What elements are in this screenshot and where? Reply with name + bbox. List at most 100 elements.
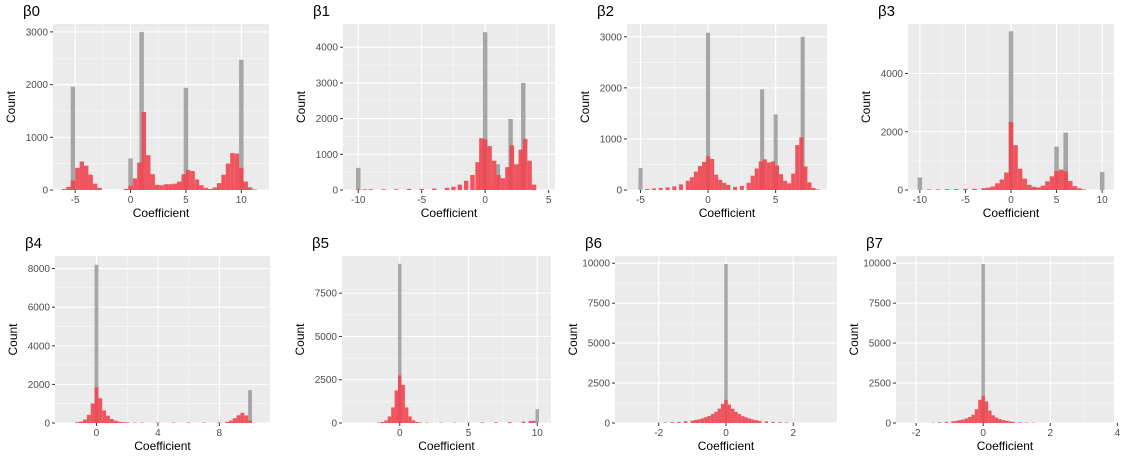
y-tick-label: 3000: [600, 32, 623, 43]
red-histogram-bar: [751, 419, 754, 423]
red-histogram-bar: [759, 161, 763, 190]
x-tick-label: 0: [94, 428, 100, 439]
red-histogram-bar: [998, 419, 1001, 423]
panel-title: β4: [25, 235, 42, 252]
y-tick-label: 5000: [588, 339, 611, 350]
red-histogram-bar: [751, 176, 755, 190]
red-histogram-bar: [811, 188, 815, 190]
red-histogram-bar: [377, 422, 380, 423]
x-axis-title: Coefficient: [983, 206, 1040, 220]
red-histogram-bar: [728, 405, 731, 423]
y-tick-label: 0: [44, 419, 50, 430]
red-histogram-bar: [155, 185, 159, 190]
red-histogram-bar: [66, 187, 70, 190]
y-axis-title: Count: [294, 90, 308, 123]
x-axis-title: Coefficient: [134, 439, 191, 453]
red-histogram-bar: [230, 153, 234, 190]
x-tick-label: -10: [913, 195, 928, 206]
red-histogram-bar: [708, 416, 711, 423]
x-tick-label: 5: [183, 195, 189, 206]
red-histogram-bar: [527, 161, 531, 190]
red-histogram-bar: [659, 188, 663, 190]
red-histogram-bar: [177, 182, 181, 190]
red-histogram-bar: [239, 168, 243, 190]
red-histogram-bar: [763, 159, 767, 190]
red-histogram-bar: [985, 401, 988, 423]
red-histogram-bar: [128, 186, 132, 190]
red-histogram-bar: [492, 161, 496, 190]
red-histogram-bar: [252, 189, 256, 190]
y-tick-label: 2500: [869, 379, 892, 390]
red-histogram-bar: [244, 415, 248, 423]
y-tick-label: 0: [885, 419, 891, 430]
y-tick-label: 0: [332, 186, 338, 197]
red-histogram-bar: [125, 422, 129, 423]
gray-histogram-bar: [536, 409, 539, 423]
red-histogram-bar: [221, 175, 225, 190]
x-tick-label: 4: [1115, 428, 1121, 439]
red-histogram-bar: [407, 189, 411, 190]
red-histogram-bar: [522, 422, 525, 423]
red-histogram-bar: [381, 189, 385, 190]
red-histogram-bar: [779, 174, 783, 190]
y-tick-label: 0: [616, 186, 622, 197]
red-histogram-bar: [738, 414, 741, 423]
red-histogram-bar: [771, 422, 774, 423]
red-histogram-bar: [110, 419, 114, 423]
red-histogram-bar: [62, 189, 66, 190]
red-histogram-bar: [384, 420, 387, 423]
red-histogram-bar: [741, 416, 744, 423]
red-histogram-bar: [803, 167, 807, 190]
y-axis-title: Count: [6, 323, 20, 356]
red-histogram-bar: [711, 414, 714, 423]
red-histogram-bar: [208, 189, 212, 190]
red-histogram-bar: [75, 168, 79, 190]
red-histogram-bar: [666, 187, 670, 190]
gray-histogram-bar: [724, 264, 727, 423]
y-tick-label: 2500: [315, 375, 338, 386]
red-histogram-bar: [686, 181, 690, 190]
red-histogram-bar: [75, 422, 79, 423]
x-axis-title: Coefficient: [977, 439, 1034, 453]
red-histogram-bar: [408, 416, 411, 423]
red-histogram-bar: [168, 184, 172, 190]
red-histogram-bar: [1008, 421, 1011, 423]
x-tick-label: 0: [128, 195, 134, 206]
red-histogram-bar: [71, 181, 75, 190]
gray-histogram-bar: [356, 168, 360, 190]
red-histogram-bar: [990, 187, 995, 190]
red-histogram-bar: [121, 422, 125, 423]
red-histogram-bar: [84, 166, 88, 190]
y-tick-label: 3000: [26, 27, 49, 38]
red-histogram-bar: [1009, 122, 1014, 190]
red-histogram-bar: [1073, 186, 1078, 190]
x-tick-label: -2: [912, 428, 921, 439]
gray-histogram-bar: [1100, 172, 1105, 190]
red-histogram-bar: [87, 415, 91, 423]
red-histogram-bar: [213, 187, 217, 190]
red-histogram-bar: [740, 186, 744, 190]
y-axis-title: Count: [4, 90, 18, 123]
y-tick-label: 2000: [26, 80, 49, 91]
red-histogram-bar: [240, 413, 244, 423]
red-histogram-bar: [807, 182, 811, 190]
red-histogram-bar: [514, 164, 518, 190]
y-tick-label: 2500: [588, 379, 611, 390]
x-tick-label: -5: [417, 195, 426, 206]
red-histogram-bar: [995, 183, 1000, 190]
red-histogram-bar: [1018, 422, 1021, 423]
x-tick-label: 0: [397, 428, 403, 439]
red-histogram-bar: [954, 189, 959, 190]
red-histogram-bar: [775, 165, 779, 190]
red-histogram-bar: [124, 189, 128, 190]
x-tick-label: 8: [217, 428, 223, 439]
red-histogram-bar: [1045, 181, 1050, 190]
red-histogram-bar: [532, 185, 536, 190]
red-histogram-bar: [745, 417, 748, 423]
red-histogram-bar: [936, 189, 941, 190]
red-histogram-bar: [133, 178, 137, 190]
red-histogram-bar: [945, 422, 948, 423]
y-axis-title: Count: [566, 323, 580, 356]
red-histogram-bar: [1012, 422, 1015, 423]
